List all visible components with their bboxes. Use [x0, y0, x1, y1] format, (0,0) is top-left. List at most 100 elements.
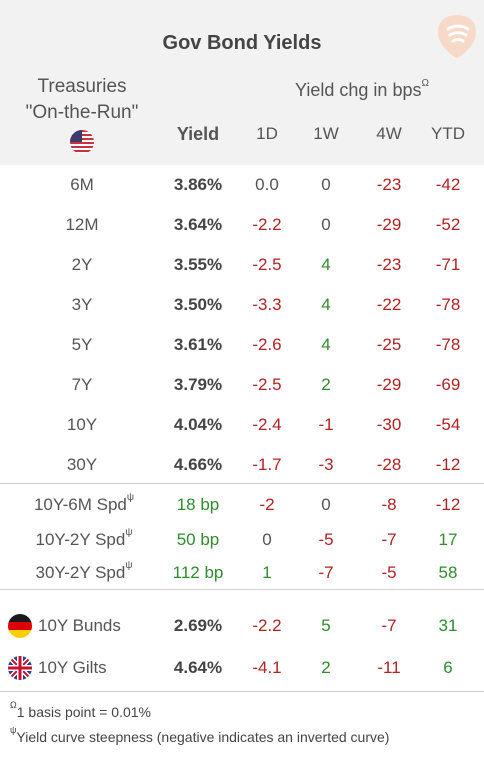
spread-change-w1: 0	[321, 495, 331, 514]
footnote-marker: Ω	[10, 700, 17, 710]
spread-change-w1: -7	[318, 563, 334, 582]
international-label: 10Y Gilts	[38, 658, 107, 677]
table-row: 7Y 3.79% -2.5 2 -29 -69	[0, 375, 484, 415]
international-change-d1: -2.2	[252, 616, 282, 635]
international-change-d1: -4.1	[252, 658, 282, 677]
page-title: Gov Bond Yields	[162, 32, 322, 54]
international-change-ytd: 31	[438, 616, 458, 635]
international-row: 10Y Gilts 4.64% -4.1 2 -11 6	[0, 656, 484, 698]
row-change-ytd: -52	[435, 215, 461, 234]
footnote-curve-steepness: ψYield curve steepness (negative indicat…	[10, 725, 390, 745]
row-change-w1: 0	[321, 175, 331, 194]
yield-change-footnote-marker: Ω	[421, 78, 429, 89]
row-change-w4: -23	[376, 255, 402, 274]
spread-value: 18 bp	[176, 495, 220, 514]
row-yield: 3.55%	[173, 255, 223, 274]
brand-logo-icon	[438, 15, 476, 58]
spread-row: 30Y-2Y Spdψ 112 bp 1 -7 -5 58	[0, 560, 484, 603]
spread-label-text: 10Y-2Y Spd	[35, 530, 126, 549]
footnote-basis-point: Ω1 basis point = 0.01%	[10, 700, 151, 720]
germany-flag-icon	[8, 614, 32, 638]
row-label: 2Y	[71, 255, 93, 274]
spread-change-ytd: -12	[435, 495, 461, 514]
row-change-d1: -2.4	[252, 415, 282, 434]
treasuries-line2: "On-the-Run"	[25, 102, 139, 123]
row-yield: 3.50%	[173, 295, 223, 314]
row-change-w1: 4	[321, 295, 331, 314]
column-header-yield: Yield	[176, 124, 220, 144]
yield-change-label: Yield chg in bps	[295, 80, 422, 100]
spread-footnote-marker: ψ	[126, 492, 135, 503]
row-yield: 4.04%	[173, 415, 223, 434]
row-change-d1: -2.5	[252, 375, 282, 394]
row-change-w1: 2	[321, 375, 331, 394]
spread-footnote-marker: ψ	[125, 527, 133, 538]
table-row: 3Y 3.50% -3.3 4 -22 -78	[0, 295, 484, 335]
row-change-ytd: -78	[435, 295, 461, 314]
column-header-1d: 1D	[256, 124, 278, 143]
table-row: 6M 3.86% 0.0 0 -23 -42	[0, 175, 484, 215]
us-flag-icon	[70, 130, 94, 154]
spread-label: 30Y-2Y Spdψ	[14, 560, 154, 583]
spread-change-w1: -5	[318, 530, 334, 549]
row-yield: 3.64%	[173, 215, 223, 234]
row-change-w4: -30	[376, 415, 402, 434]
spread-row: 10Y-6M Spdψ 18 bp -2 0 -8 -12	[0, 492, 484, 535]
section-divider	[0, 589, 484, 590]
row-label: 30Y	[66, 455, 98, 474]
spread-change-w4: -8	[381, 495, 397, 514]
international-change-w4: -7	[381, 616, 397, 635]
international-label: 10Y Bunds	[38, 616, 121, 635]
spread-label-text: 30Y-2Y Spd	[35, 563, 126, 582]
treasuries-label: Treasuries "On-the-Run"	[0, 74, 164, 126]
row-change-d1: -1.7	[252, 455, 282, 474]
row-label: 10Y	[66, 415, 98, 434]
row-label: 12M	[65, 215, 99, 234]
table-row: 2Y 3.55% -2.5 4 -23 -71	[0, 255, 484, 295]
row-change-ytd: -69	[435, 375, 461, 394]
row-label: 5Y	[71, 335, 93, 354]
table-row: 10Y 4.04% -2.4 -1 -30 -54	[0, 415, 484, 455]
table-row: 30Y 4.66% -1.7 -3 -28 -12	[0, 455, 484, 495]
row-yield: 3.86%	[173, 175, 223, 194]
section-divider	[0, 691, 484, 692]
international-row: 10Y Bunds 2.69% -2.2 5 -7 31	[0, 614, 484, 656]
row-change-w1: -1	[318, 415, 334, 434]
footnote-text: Yield curve steepness (negative indicate…	[16, 729, 390, 745]
international-change-w4: -11	[377, 658, 401, 677]
spread-change-ytd: 58	[438, 563, 458, 582]
row-change-w1: 4	[321, 335, 331, 354]
row-label: 6M	[70, 175, 94, 194]
row-yield: 3.61%	[173, 335, 223, 354]
spread-value: 112 bp	[172, 563, 224, 582]
row-change-ytd: -42	[435, 175, 461, 194]
spread-change-d1: 1	[262, 563, 272, 582]
row-change-ytd: -54	[435, 415, 461, 434]
international-change-w1: 2	[321, 658, 331, 677]
row-change-w4: -28	[376, 455, 402, 474]
international-yield: 2.69%	[173, 616, 223, 635]
spread-footnote-marker: ψ	[125, 560, 133, 571]
row-change-w1: -3	[318, 455, 334, 474]
row-change-ytd: -71	[435, 255, 461, 274]
treasuries-line1: Treasuries	[37, 76, 127, 97]
row-change-d1: 0.0	[255, 175, 279, 194]
row-change-w4: -23	[376, 175, 402, 194]
footnote-text: 1 basis point = 0.01%	[16, 704, 151, 720]
row-change-w1: 0	[321, 215, 331, 234]
spread-label: 10Y-2Y Spdψ	[14, 527, 154, 550]
row-change-w4: -29	[376, 375, 402, 394]
row-change-d1: -3.3	[252, 295, 282, 314]
row-label: 3Y	[71, 295, 93, 314]
uk-flag-icon	[8, 656, 32, 680]
column-header-1w: 1W	[313, 124, 339, 143]
section-divider	[0, 483, 484, 484]
footnote-marker: ψ	[10, 725, 17, 735]
spread-change-ytd: 17	[438, 530, 458, 549]
table-row: 12M 3.64% -2.2 0 -29 -52	[0, 215, 484, 255]
row-change-ytd: -12	[435, 455, 461, 474]
row-change-d1: -2.6	[252, 335, 282, 354]
spread-change-w4: -5	[381, 563, 397, 582]
international-change-ytd: 6	[443, 658, 453, 677]
row-yield: 3.79%	[173, 375, 223, 394]
